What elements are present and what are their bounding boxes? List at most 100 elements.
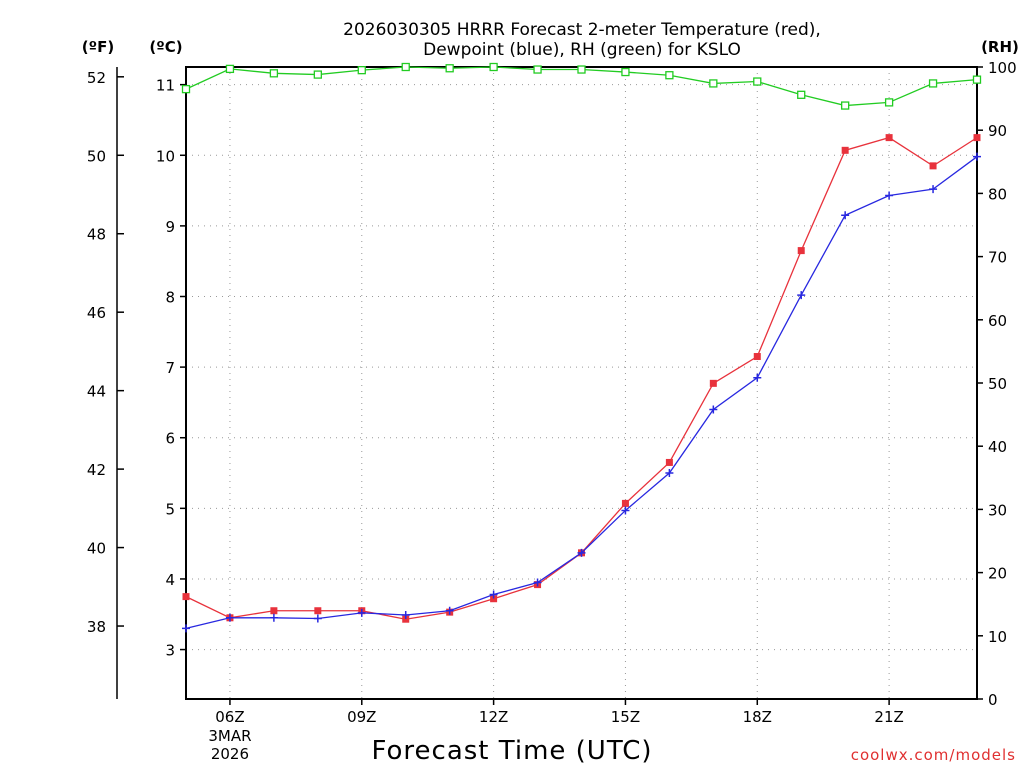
rh-point [269, 69, 279, 78]
x-tick-label: 06Z [215, 708, 244, 726]
rh-tick-label: 100 [988, 59, 1017, 77]
dewpoint-point [313, 614, 322, 623]
fahrenheit-tick-label: 42 [87, 461, 106, 479]
x-tick-label: 18Z [743, 708, 772, 726]
rh-point [972, 75, 982, 84]
celsius-tick-label: 8 [165, 288, 175, 306]
rh-tick-label: 90 [988, 122, 1007, 140]
dewpoint-line [185, 156, 978, 630]
dewpoint-point [797, 291, 806, 300]
celsius-tick-label: 11 [156, 77, 175, 95]
rh-point [181, 84, 191, 94]
plot-frame [185, 66, 978, 700]
chart-title-line1: 2026030305 HRRR Forecast 2-meter Tempera… [343, 20, 821, 40]
temperature-point [665, 458, 673, 466]
fahrenheit-tick-label: 46 [87, 304, 106, 322]
x-axis-label: Forecast Time (UTC) [371, 736, 652, 766]
dewpoint-point [182, 624, 190, 633]
rh-tick-label: 0 [988, 691, 998, 709]
x-tick-label: 21Z [874, 708, 903, 726]
data-series [181, 62, 982, 633]
rh-point [884, 98, 894, 107]
temperature-point [797, 247, 805, 255]
temperature-point [973, 134, 981, 142]
rh-tick-label: 10 [988, 628, 1007, 646]
rh-point [225, 64, 235, 74]
temperature-point [621, 499, 629, 507]
rh-point [489, 62, 498, 72]
rh-point [401, 62, 410, 72]
dewpoint-point [929, 185, 938, 194]
dewpoint-point [709, 405, 718, 414]
chart-title-line2: Dewpoint (blue), RH (green) for KSLO [423, 40, 741, 60]
dewpoint-point [445, 606, 454, 615]
fahrenheit-tick-label: 50 [87, 147, 106, 165]
celsius-tick-label: 7 [165, 359, 175, 377]
rh-point [621, 67, 630, 77]
rh-tick-label: 40 [988, 438, 1007, 456]
temperature-point [929, 162, 937, 170]
x-tick-label: 15Z [611, 708, 640, 726]
temperature-point [314, 607, 322, 615]
rh-point [665, 71, 674, 80]
rh-point [797, 90, 806, 99]
temperature-point [402, 615, 410, 623]
dewpoint-point [357, 608, 366, 617]
rh-tick-label: 30 [988, 501, 1007, 519]
x-tick-label: 12Z [479, 708, 508, 726]
x-tick-label: 09Z [347, 708, 376, 726]
celsius-tick-label: 9 [165, 218, 175, 236]
x-date-label: 3MAR [208, 727, 251, 745]
dewpoint-point [753, 373, 762, 382]
rh-point [928, 79, 938, 88]
rh-point [753, 77, 762, 86]
rh-tick-label: 80 [988, 185, 1007, 203]
rh-point [445, 64, 454, 73]
rh-point [313, 70, 322, 79]
dewpoint-point [533, 578, 542, 587]
rh-tick-label: 60 [988, 312, 1007, 330]
rh-point [577, 65, 586, 74]
rh-tick-label: 70 [988, 249, 1007, 267]
x-year-label: 2026 [211, 745, 249, 763]
series-rh [181, 62, 982, 110]
rh-point [709, 79, 718, 88]
rh-point [841, 101, 850, 110]
fahrenheit-tick-label: 52 [87, 69, 106, 87]
fahrenheit-tick-label: 40 [87, 540, 106, 558]
credit-text: coolwx.com/models [851, 746, 1016, 764]
temperature-point [885, 134, 893, 142]
celsius-tick-label: 4 [165, 571, 175, 589]
fahrenheit-tick-label: 44 [87, 383, 106, 401]
dewpoint-point [841, 211, 850, 220]
dewpoint-point [225, 613, 234, 622]
celsius-tick-label: 3 [165, 642, 175, 660]
dewpoint-point [401, 610, 410, 619]
dewpoint-point [621, 506, 630, 515]
rh-tick-label: 50 [988, 375, 1007, 393]
grid-lines [186, 67, 977, 699]
rh-point [533, 65, 542, 74]
rh-tick-label: 20 [988, 565, 1007, 583]
fahrenheit-unit-label: (ºF) [82, 38, 114, 56]
dewpoint-point [489, 590, 498, 599]
dewpoint-point [577, 548, 586, 557]
temperature-point [753, 353, 761, 361]
rh-point [357, 66, 366, 75]
dewpoint-point [269, 613, 278, 622]
rh-unit-label: (RH) [981, 38, 1019, 56]
celsius-tick-label: 10 [156, 147, 175, 165]
temperature-point [709, 379, 717, 387]
dewpoint-point [973, 152, 981, 161]
temperature-point [841, 146, 849, 154]
dewpoint-point [885, 191, 894, 200]
fahrenheit-tick-label: 38 [87, 618, 106, 636]
celsius-unit-label: (ºC) [149, 38, 182, 56]
temperature-point [182, 593, 190, 601]
celsius-tick-label: 5 [165, 500, 175, 518]
dewpoint-point [665, 469, 674, 478]
temperature-point [490, 595, 498, 603]
